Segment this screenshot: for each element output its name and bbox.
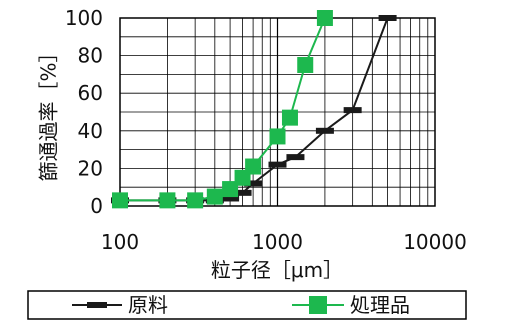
series-2 bbox=[112, 10, 333, 209]
y-tick-label: 0 bbox=[90, 194, 103, 218]
data-point bbox=[245, 158, 262, 175]
data-point bbox=[316, 10, 333, 26]
legend-marker-series-1 bbox=[87, 302, 107, 308]
data-point bbox=[378, 15, 397, 21]
x-tick-label: 100 bbox=[101, 230, 139, 254]
y-tick-label: 40 bbox=[78, 119, 103, 143]
x-axis-ticks: 100 1000 10000 bbox=[101, 230, 467, 254]
legend-label-series-1: 原料 bbox=[128, 293, 168, 317]
y-axis-ticks: 0 20 40 60 80 100 bbox=[65, 6, 103, 218]
series-layer bbox=[111, 10, 397, 209]
data-point bbox=[343, 107, 362, 114]
y-tick-label: 60 bbox=[78, 81, 103, 105]
data-point bbox=[112, 192, 128, 209]
data-point bbox=[297, 57, 314, 73]
data-point bbox=[268, 161, 287, 168]
data-point bbox=[233, 189, 252, 196]
data-point bbox=[222, 181, 239, 198]
data-point bbox=[281, 109, 298, 126]
y-tick-label: 20 bbox=[78, 156, 103, 180]
data-point bbox=[286, 154, 305, 161]
data-point bbox=[315, 127, 334, 134]
legend: 原料 処理品 bbox=[27, 290, 467, 320]
y-axis-title: 篩通過率［%］ bbox=[37, 42, 61, 181]
x-tick-label: 1000 bbox=[252, 230, 303, 254]
plot-frame bbox=[119, 17, 436, 207]
data-point bbox=[269, 128, 286, 145]
legend-marker-series-2 bbox=[309, 296, 327, 314]
x-tick-label: 10000 bbox=[403, 230, 467, 254]
x-axis-title: 粒子径［μm］ bbox=[211, 258, 343, 282]
legend-item-series-1: 原料 bbox=[72, 293, 168, 317]
data-point bbox=[206, 188, 223, 205]
legend-label-series-2: 処理品 bbox=[350, 293, 410, 317]
grid bbox=[120, 18, 435, 206]
data-point bbox=[221, 195, 240, 202]
data-point bbox=[159, 192, 176, 209]
data-point bbox=[244, 180, 263, 187]
y-tick-label: 80 bbox=[78, 44, 103, 68]
series-1 bbox=[111, 15, 397, 204]
series-line bbox=[120, 17, 326, 202]
legend-item-series-2: 処理品 bbox=[292, 293, 410, 317]
y-tick-label: 100 bbox=[65, 6, 103, 30]
data-point bbox=[187, 192, 204, 209]
